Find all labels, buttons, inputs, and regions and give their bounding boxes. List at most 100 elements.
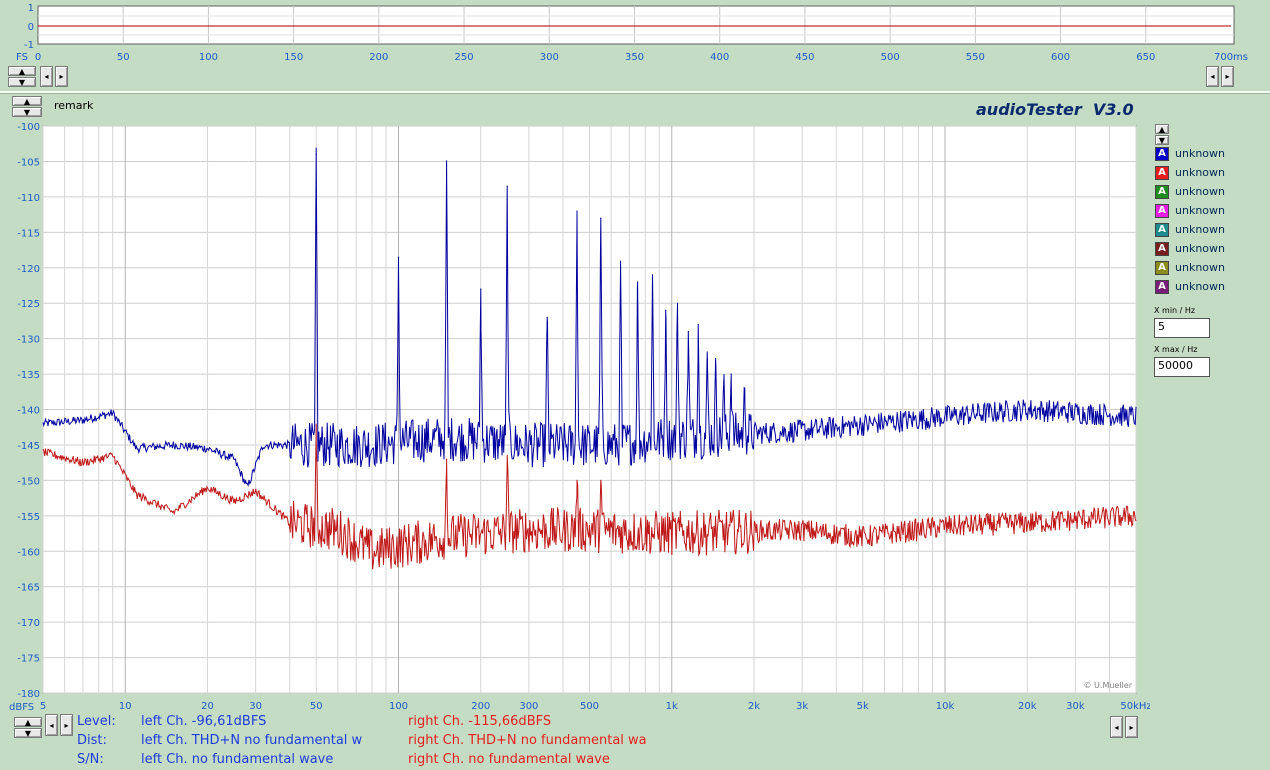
time-x-tick-label: 200	[369, 52, 388, 63]
legend-scroll-up-button[interactable]: ▲	[1155, 124, 1169, 134]
spectrum-x-tick-label: 3k	[796, 701, 808, 712]
spectrum-scroll-right-button[interactable]: ▸	[60, 714, 73, 736]
legend-item-label: unknown	[1175, 185, 1225, 198]
left-channel-peak-point	[744, 387, 746, 389]
time-zoom-left-button[interactable]: ◂	[1206, 66, 1219, 87]
remark-label[interactable]: remark	[54, 99, 94, 112]
spectrum-scale-up-button[interactable]: ▲	[12, 96, 42, 106]
legend-scroll-down-button[interactable]: ▼	[1155, 135, 1169, 145]
time-x-tick-label: 450	[795, 52, 814, 63]
spectrum-y-tick-label: -170	[17, 618, 40, 629]
spectrum-scale-down-button[interactable]: ▼	[12, 107, 42, 117]
time-x-tick-label: 300	[540, 52, 559, 63]
x-min-input[interactable]: 5	[1154, 318, 1210, 338]
time-scale-up-button[interactable]: ▲	[8, 66, 36, 76]
spectrum-y-tick-label: -160	[17, 547, 40, 558]
spectrum-y-tick-label: -180	[17, 689, 40, 700]
spectrum-x-tick-label: 200	[471, 701, 490, 712]
time-y-tick-bottom: -1	[24, 40, 34, 51]
time-scroll-right-button[interactable]: ▸	[55, 66, 68, 87]
time-x-tick-label: 150	[284, 52, 303, 63]
left-channel-peak-point	[446, 164, 448, 166]
legend-color-swatch[interactable]: A	[1155, 147, 1169, 161]
left-channel-peak-point	[687, 330, 689, 333]
time-scale-down-button[interactable]: ▼	[8, 77, 36, 87]
right-channel-peak-point	[600, 479, 602, 481]
time-x-tick-label: 400	[710, 52, 729, 63]
time-x-tick-label: 700ms	[1214, 52, 1248, 63]
spectrum-x-tick-label: 2k	[748, 701, 760, 712]
spectrum-x-tick-label: 10	[119, 701, 132, 712]
spectrum-zoom-right-button[interactable]: ▸	[1125, 716, 1138, 738]
spectrum-grid	[42, 125, 1137, 694]
spectrum-y-tick-label: -105	[17, 157, 40, 168]
left-channel-peak-point	[506, 185, 508, 187]
spectrum-y-tick-label: -130	[17, 335, 40, 346]
right-channel-peak-point	[446, 458, 448, 460]
left-channel-peak-point	[706, 359, 708, 361]
left-channel-peak-point	[315, 153, 317, 155]
spectrum-x-tick-labels: 5 10 20 30 50 100 200 300 500 1k 2k 3k 5k 10k 20k 30k 50…	[40, 701, 1150, 712]
left-channel-peak-point	[600, 217, 602, 219]
legend-color-swatch[interactable]: A	[1155, 204, 1169, 218]
spectrum-x-tick-label: 5k	[857, 701, 869, 712]
spectrum-plot: -100 -105 -110 -115 -120 -125 -130 -135 -140 -145…	[9, 122, 1150, 713]
time-zoom-right-button[interactable]: ▸	[1221, 66, 1234, 87]
left-channel-peak-point	[546, 316, 548, 318]
left-channel-peak-point	[676, 302, 679, 304]
legend-color-swatch[interactable]: A	[1155, 280, 1169, 294]
spectrum-series	[42, 147, 1137, 570]
left-sn-value: left Ch. no fundamental wave	[141, 752, 334, 767]
spectrum-scroll-left-button[interactable]: ◂	[45, 714, 58, 736]
level-label: Level:	[77, 714, 116, 729]
left-channel-peak-point	[480, 288, 482, 290]
x-max-input[interactable]: 50000	[1154, 357, 1210, 377]
section-divider	[0, 91, 1270, 94]
x-min-label: X min / Hz	[1154, 306, 1196, 315]
right-channel-peak-point	[576, 479, 578, 481]
time-x-tick-label: 100	[199, 52, 218, 63]
left-level-value: left Ch. -96,61dBFS	[141, 714, 267, 729]
legend-color-swatch[interactable]: A	[1155, 261, 1169, 275]
legend-item-label: unknown	[1175, 223, 1225, 236]
left-channel-spectrum-line	[42, 147, 1137, 488]
time-scroll-left-button[interactable]: ◂	[40, 66, 53, 87]
spectrum-y-tick-label: -120	[17, 264, 40, 275]
spectrum-y-tick-label: -125	[17, 299, 40, 310]
legend-color-swatch[interactable]: A	[1155, 242, 1169, 256]
spectrum-y-unit: dBFS	[9, 702, 34, 713]
left-channel-peak-point	[651, 274, 654, 276]
time-plot-grid	[38, 6, 1234, 44]
bottom-scale-up-button[interactable]: ▲	[14, 717, 42, 727]
right-channel-spectrum-line	[42, 423, 1137, 570]
legend-color-swatch[interactable]: A	[1155, 166, 1169, 180]
spectrum-y-tick-label: -110	[17, 193, 40, 204]
right-channel-peak-point	[506, 454, 508, 457]
spectrum-y-tick-label: -175	[17, 654, 40, 665]
spectrum-zoom-left-button[interactable]: ◂	[1110, 716, 1123, 738]
time-x-tick-label: 650	[1136, 52, 1155, 63]
legend-item-label: unknown	[1175, 147, 1225, 160]
left-channel-peak-point	[723, 380, 725, 382]
spectrum-x-tick-label: 50	[310, 701, 323, 712]
right-dist-value: right Ch. THD+N no fundamental wa	[408, 733, 647, 748]
spectrum-x-tick-label: 50kHz	[1120, 701, 1150, 712]
spectrum-x-tick-label: 300	[519, 701, 538, 712]
time-y-tick-zero: 0	[28, 22, 34, 33]
left-channel-peak-point	[576, 210, 578, 212]
time-y-unit: FS	[16, 52, 28, 63]
time-x-tick-label: 500	[881, 52, 900, 63]
spectrum-x-tick-label: 500	[580, 701, 599, 712]
left-channel-peak-point	[730, 373, 732, 375]
spectrum-y-tick-labels: -100 -105 -110 -115 -120 -125 -130 -135 -140 -145…	[17, 122, 40, 700]
time-domain-plot: 1 0 -1 FS 0 50 100 150 200 250 300 350 400 450 500…	[16, 3, 1248, 63]
bottom-scale-down-button[interactable]: ▼	[14, 728, 42, 738]
legend-color-swatch[interactable]: A	[1155, 185, 1169, 199]
left-channel-peak-point	[715, 366, 717, 368]
spectrum-y-tick-label: -115	[17, 228, 40, 239]
spectrum-y-tick-label: -155	[17, 512, 40, 523]
dist-label: Dist:	[77, 733, 107, 748]
legend-item-label: unknown	[1175, 242, 1225, 255]
time-x-tick-label: 250	[455, 52, 474, 63]
legend-color-swatch[interactable]: A	[1155, 223, 1169, 237]
